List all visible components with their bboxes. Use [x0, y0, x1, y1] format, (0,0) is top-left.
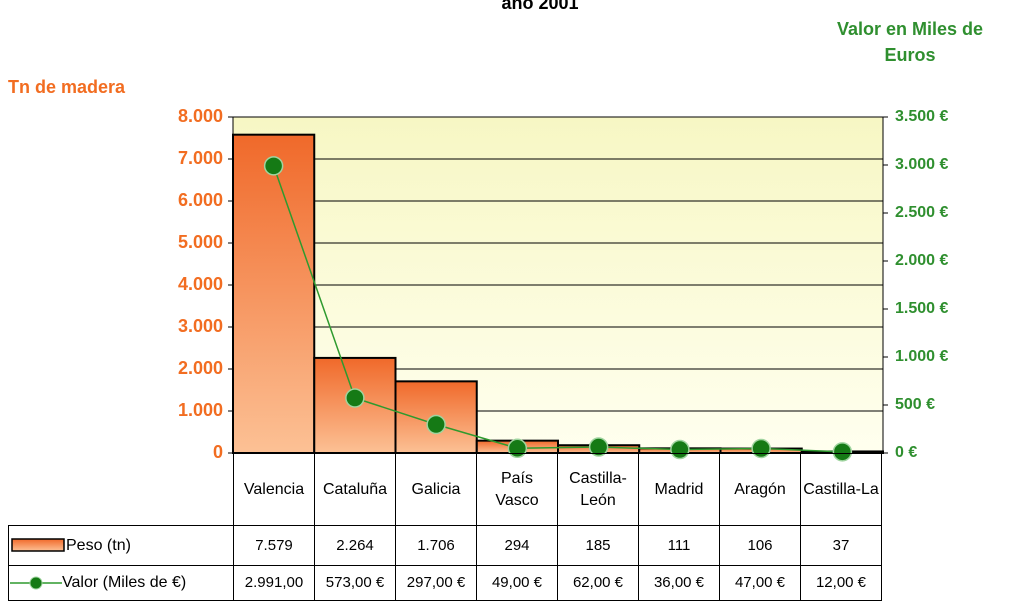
y2-tick-label: 1.500 €: [895, 300, 948, 317]
legend-key: [11, 538, 65, 553]
legend-marker: [29, 576, 43, 590]
y2-tick-label: 3.000 €: [895, 156, 948, 173]
legend-entry: Peso (tn): [8, 525, 234, 566]
y2-tick-label: 1.000 €: [895, 348, 948, 365]
y-tick-label: 0: [213, 442, 223, 462]
table-value: 47,00 €: [719, 565, 801, 601]
marker: [345, 388, 365, 408]
table-value: 1.706: [395, 525, 477, 566]
table-value: 12,00 €: [800, 565, 882, 601]
y2-axis-label: Valor en Miles de Euros: [836, 19, 984, 65]
y-tick-label: 6.000: [178, 190, 223, 210]
table-value: 7.579: [233, 525, 315, 566]
table-value: 36,00 €: [638, 565, 720, 601]
table-value: 111: [638, 525, 720, 566]
y2-tick-label: 0 €: [895, 444, 917, 461]
legend-label: Peso (tn): [66, 536, 131, 554]
chart-title: año 2001: [501, 0, 578, 13]
category-label: Valencia: [233, 453, 315, 526]
y2-tick-label: 2.000 €: [895, 252, 948, 269]
line: [272, 165, 843, 453]
table-value: 185: [557, 525, 639, 566]
table-value: 2.264: [314, 525, 396, 566]
legend-key: [10, 576, 62, 590]
marker: [426, 414, 446, 435]
category-label: Galicia: [395, 453, 477, 526]
category-label: Madrid: [638, 453, 720, 526]
y-tick-label: 8.000: [178, 106, 223, 126]
table-value: 49,00 €: [476, 565, 558, 601]
y-tick-label: 2.000: [178, 358, 223, 378]
category-label: País Vasco: [476, 453, 558, 526]
bar: [232, 133, 316, 454]
table-value: 573,00 €: [314, 565, 396, 601]
y-tick-label: 7.000: [178, 148, 223, 168]
category-label: Castilla-La: [800, 453, 882, 526]
y-tick-label: 1.000: [178, 400, 223, 420]
y-tick-label: 4.000: [178, 274, 223, 294]
category-label: Castilla-León: [557, 453, 639, 526]
data-table: Valencia Cataluña Galicia País Vasco Castill…: [8, 453, 882, 601]
y-axis-label: Tn de madera: [8, 77, 126, 97]
legend-entry: Valor (Miles de €): [8, 565, 234, 601]
table-value: 294: [476, 525, 558, 566]
blank-cell: [9, 454, 234, 526]
y-tick-label: 5.000: [178, 232, 223, 252]
table-value: 62,00 €: [557, 565, 639, 601]
legend-label: Valor (Miles de €): [62, 574, 187, 591]
table-value: 106: [719, 525, 801, 566]
table-value: 297,00 €: [395, 565, 477, 601]
y2-tick-label: 3.500 €: [895, 108, 948, 125]
category-label: Cataluña: [314, 453, 396, 526]
legend-swatch: [11, 538, 65, 553]
category-label: Aragón: [719, 453, 801, 526]
y2-tick-label: 2.500 €: [895, 204, 948, 221]
y2-tick-label: 500 €: [895, 396, 935, 413]
table-value: 37: [800, 525, 882, 566]
table-value: 2.991,00: [233, 565, 315, 601]
y-tick-label: 3.000: [178, 316, 223, 336]
marker: [263, 156, 284, 176]
